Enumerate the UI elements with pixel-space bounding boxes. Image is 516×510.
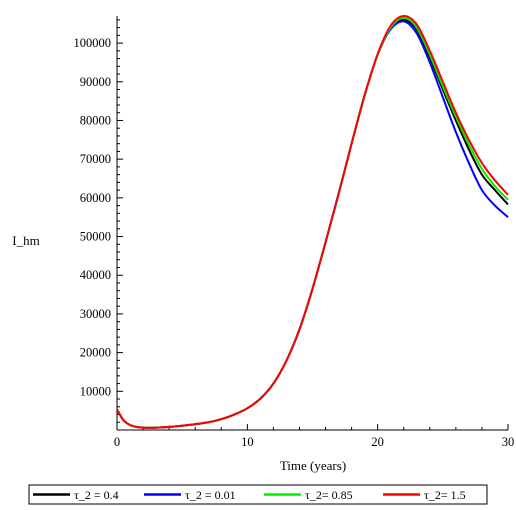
series-line-2 <box>116 16 509 429</box>
legend-label: τ_2= 0.85 <box>305 488 353 502</box>
x-tick-label: 10 <box>241 435 254 449</box>
series-line-0 <box>116 18 509 429</box>
axes <box>116 16 508 431</box>
y-tick-label: 80000 <box>80 113 111 127</box>
legend-item: τ_2 = 0.4 <box>33 488 119 502</box>
legend-label: τ_2 = 0.01 <box>185 488 236 502</box>
legend: τ_2 = 0.4 τ_2 = 0.01 τ_2= 0.85 τ_2= 1.5 <box>28 484 488 505</box>
legend-item: τ_2 = 0.01 <box>144 488 236 502</box>
legend-label: τ_2 = 0.4 <box>74 488 119 502</box>
y-tick-label: 100000 <box>74 36 112 50</box>
y-axis-label: I_hm <box>12 233 39 248</box>
series-line-1 <box>116 20 509 429</box>
legend-item: τ_2= 0.85 <box>264 488 353 502</box>
legend-box <box>28 484 488 505</box>
y-tick-label: 50000 <box>80 230 111 244</box>
x-tick-label: 30 <box>502 435 515 449</box>
y-tick-label: 20000 <box>80 346 111 360</box>
y-tick-label: 30000 <box>80 307 111 321</box>
y-ticks: 10000 20000 30000 40000 50000 60000 70000 80000… <box>74 19 123 423</box>
y-tick-label: 90000 <box>80 75 111 89</box>
x-axis-label: Time (years) <box>280 458 346 473</box>
x-tick-label: 0 <box>114 435 120 449</box>
series-lines <box>116 15 509 429</box>
y-tick-label: 40000 <box>80 268 111 282</box>
x-ticks: 0 10 20 30 <box>114 424 514 449</box>
x-tick-label: 20 <box>371 435 384 449</box>
legend-label: τ_2= 1.5 <box>424 488 466 502</box>
y-tick-label: 60000 <box>80 191 111 205</box>
legend-item: τ_2= 1.5 <box>383 488 466 502</box>
series-line-3 <box>116 15 509 429</box>
y-tick-label: 10000 <box>80 384 111 398</box>
y-tick-label: 70000 <box>80 152 111 166</box>
